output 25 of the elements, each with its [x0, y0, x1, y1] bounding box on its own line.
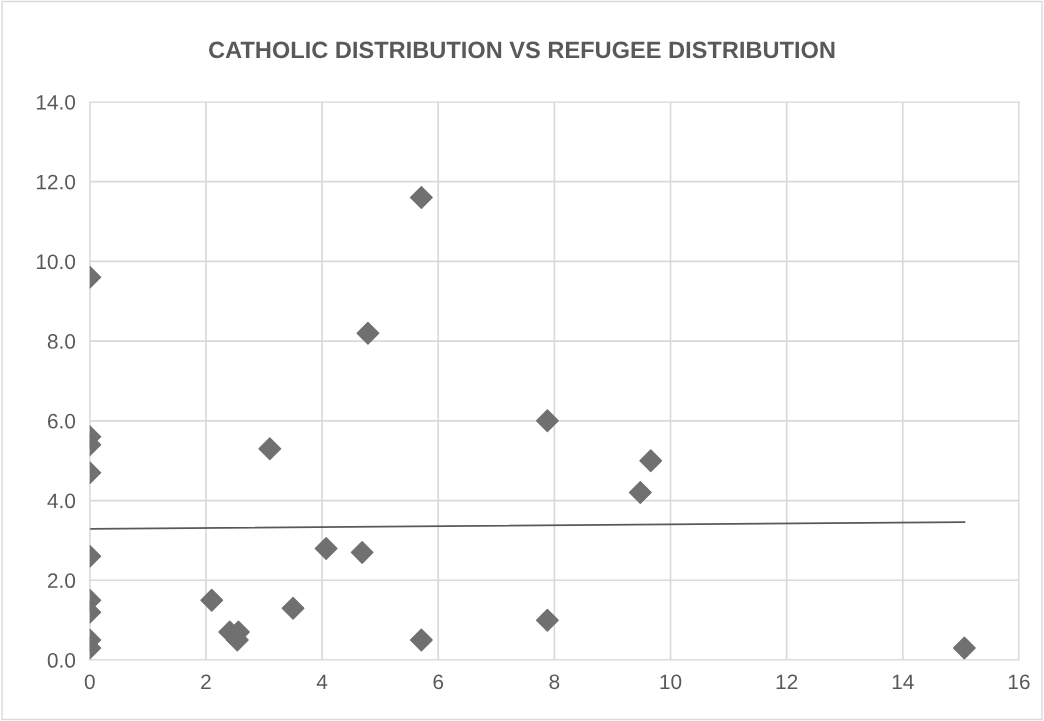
point	[409, 628, 433, 652]
x-tick-label: 4	[316, 674, 328, 689]
y-tick-label: 14.0	[36, 94, 76, 110]
x-tick-label: 14	[892, 674, 914, 689]
x-tick-label: 6	[433, 674, 444, 690]
point	[535, 608, 559, 632]
point	[314, 536, 338, 560]
chart-title: CATHOLIC DISTRIBUTION VS REFUGEE DISTRIBUTION	[209, 41, 835, 59]
x-tick-label: 10	[660, 674, 682, 690]
y-tick-label: 4.0	[47, 493, 76, 509]
x-tick-label: 2	[201, 674, 211, 689]
x-tick-label: 12	[776, 674, 798, 689]
y-tick-label: 0.0	[47, 653, 76, 668]
y-tick-label: 8.0	[47, 334, 76, 349]
point	[535, 409, 559, 433]
x-tick-label: 0	[84, 674, 95, 690]
y-tick-label: 2.0	[47, 573, 76, 589]
y-tick-label: 10.0	[36, 254, 76, 270]
y-tick-label: 12.0	[36, 174, 76, 190]
point	[409, 186, 433, 210]
point	[350, 540, 374, 564]
x-tick-label: 16	[1008, 674, 1030, 690]
x-tick-label: 8	[549, 674, 560, 690]
y-tick-label: 6.0	[47, 413, 76, 429]
point	[356, 321, 380, 345]
